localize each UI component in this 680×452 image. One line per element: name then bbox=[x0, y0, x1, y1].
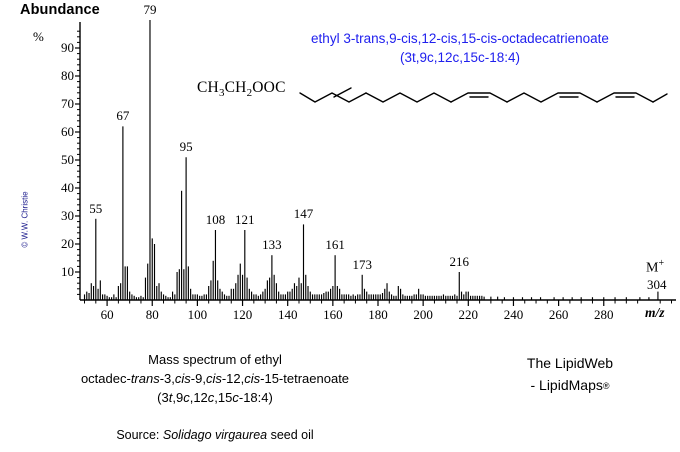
registered-mark: ® bbox=[602, 381, 610, 391]
x-tick-label-80: 80 bbox=[145, 307, 159, 322]
x-tick-label-240: 240 bbox=[503, 307, 524, 322]
caption-line-2-part-8: -15-tetraenoate bbox=[260, 371, 350, 386]
x-tick-label-280: 280 bbox=[594, 307, 614, 322]
abundance-axis-title: Abundance bbox=[20, 2, 100, 18]
peak-label-161: 161 bbox=[325, 237, 345, 253]
molecular-structure-drawing bbox=[299, 87, 668, 103]
caption-line-2: octadec-trans-3,cis-9,cis-12,cis-15-tetr… bbox=[40, 369, 390, 388]
formula-ch2: CH bbox=[224, 79, 247, 96]
formula-ooc: OOC bbox=[252, 79, 286, 96]
y-axis-minor-ticks bbox=[77, 30, 80, 295]
attribution-line-2: - LipidMaps® bbox=[470, 374, 670, 397]
caption-line-2-part-2: -3, bbox=[159, 371, 175, 386]
peak-label-55: 55 bbox=[89, 200, 103, 216]
y-tick-label-10: 10 bbox=[61, 264, 74, 279]
attribution-lipidmaps: - LipidMaps bbox=[530, 377, 603, 393]
peak-label-95: 95 bbox=[179, 139, 193, 155]
figure-caption: Mass spectrum of ethyl octadec-trans-3,c… bbox=[40, 350, 390, 407]
x-tick-label-260: 260 bbox=[548, 307, 569, 322]
molecular-ion-charge: + bbox=[658, 258, 665, 269]
y-tick-label-50: 50 bbox=[61, 152, 74, 167]
caption-line-2-part-7: cis bbox=[244, 371, 261, 386]
peak-label-216: 216 bbox=[449, 254, 470, 269]
peak-label-79: 79 bbox=[143, 2, 157, 17]
compound-title-line2: (3t,9c,12c,15c-18:4) bbox=[399, 50, 521, 65]
caption-line-3-part-1: t bbox=[168, 390, 173, 405]
compound-title: ethyl 3-trans,9-cis,12-cis,15-cis-octade… bbox=[255, 29, 665, 67]
source-prefix: Source: bbox=[116, 428, 163, 442]
caption-line-2-part-1: trans bbox=[130, 371, 160, 386]
x-tick-label-180: 180 bbox=[368, 307, 388, 322]
x-axis-major-ticks bbox=[106, 300, 605, 306]
y-tick-label-90: 90 bbox=[61, 40, 74, 55]
x-axis-minor-ticks bbox=[84, 300, 672, 304]
caption-line-3-part-0: (3 bbox=[157, 390, 169, 405]
y-tick-label-80: 80 bbox=[61, 68, 74, 83]
formula-sub-2: 2 bbox=[246, 87, 253, 100]
structure-formula-text: CH3CH2OOC bbox=[197, 79, 286, 99]
source-species: Solidago virgaurea bbox=[162, 428, 268, 442]
caption-line-2-part-4: -9, bbox=[190, 371, 206, 386]
y-tick-label-20: 20 bbox=[61, 236, 74, 251]
x-tick-label-60: 60 bbox=[100, 307, 114, 322]
caption-line-1: Mass spectrum of ethyl bbox=[148, 352, 282, 367]
y-tick-label-40: 40 bbox=[61, 180, 74, 195]
caption-line-2-part-5: cis bbox=[205, 371, 222, 386]
caption-line-2-part-3: cis bbox=[174, 371, 191, 386]
formula-sub-1: 3 bbox=[218, 87, 225, 100]
attribution-block: The LipidWeb - LipidMaps® bbox=[470, 352, 670, 397]
axes-group bbox=[75, 22, 676, 306]
molecular-ion-mass: 304 bbox=[647, 277, 667, 292]
caption-line-3-part-4: ,12 bbox=[189, 390, 208, 405]
y-tick-label-70: 70 bbox=[61, 96, 74, 111]
peak-label-121: 121 bbox=[235, 212, 255, 227]
y-axis-major-ticks bbox=[75, 47, 80, 273]
peak-label-133: 133 bbox=[262, 237, 282, 253]
percent-axis-label: % bbox=[33, 29, 44, 44]
x-tick-label-100: 100 bbox=[187, 307, 208, 322]
molecular-ion-symbol: M+ bbox=[646, 258, 664, 277]
source-suffix: seed oil bbox=[267, 428, 314, 442]
x-tick-label-200: 200 bbox=[413, 307, 433, 322]
peak-label-67: 67 bbox=[116, 108, 130, 124]
peak-label-173: 173 bbox=[352, 256, 372, 272]
caption-line-3-part-5: c bbox=[207, 390, 215, 405]
caption-line-3-part-8: -18:4) bbox=[238, 390, 273, 405]
caption-line-3-part-3: c bbox=[183, 390, 190, 405]
peak-label-108: 108 bbox=[205, 212, 226, 227]
mz-axis-title: m/z bbox=[645, 305, 665, 320]
x-tick-label-120: 120 bbox=[232, 307, 253, 322]
caption-line-3-part-6: ,15 bbox=[214, 390, 233, 405]
caption-line-2-part-6: -12, bbox=[221, 371, 245, 386]
attribution-line-1: The LipidWeb bbox=[526, 355, 614, 371]
caption-line-3-part-7: c bbox=[232, 390, 239, 405]
x-tick-label-220: 220 bbox=[458, 307, 479, 322]
caption-line-3-part-2: ,9 bbox=[172, 390, 184, 405]
formula-ch: CH bbox=[197, 79, 219, 96]
caption-line-3: (3t,9c,12c,15c-18:4) bbox=[40, 388, 390, 407]
peak-label-147: 147 bbox=[293, 206, 314, 222]
compound-title-line1: ethyl 3-trans,9-cis,12-cis,15-cis-octade… bbox=[311, 31, 609, 46]
y-tick-label-60: 60 bbox=[61, 124, 74, 139]
x-tick-label-160: 160 bbox=[323, 307, 343, 322]
molecular-ion-m: M bbox=[646, 260, 659, 276]
y-tick-label-30: 30 bbox=[61, 208, 74, 223]
x-tick-label-140: 140 bbox=[277, 307, 298, 322]
caption-line-2-part-0: octadec- bbox=[80, 371, 131, 386]
spectrum-peaks bbox=[83, 20, 659, 300]
source-line: Source: Solidago virgaurea seed oil bbox=[40, 428, 390, 442]
